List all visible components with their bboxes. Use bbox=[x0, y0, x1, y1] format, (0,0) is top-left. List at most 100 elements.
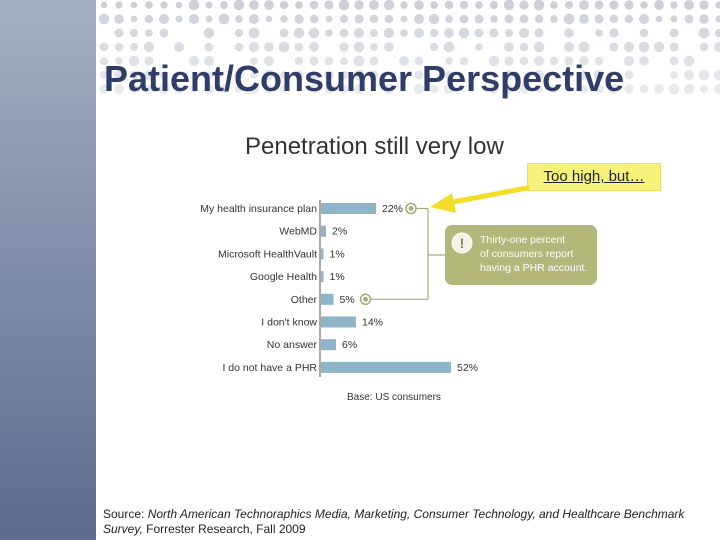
pattern-dot bbox=[324, 84, 334, 94]
pattern-dot bbox=[115, 1, 123, 9]
pattern-dot bbox=[99, 42, 109, 52]
pattern-dot bbox=[114, 42, 124, 52]
pattern-dot bbox=[684, 0, 694, 10]
value-label: 14% bbox=[362, 317, 383, 329]
pattern-dot bbox=[353, 27, 365, 39]
pattern-dot bbox=[339, 42, 349, 52]
pattern-dot bbox=[504, 42, 514, 52]
pattern-dot bbox=[504, 70, 514, 80]
pattern-dot bbox=[714, 84, 720, 94]
pattern-dot bbox=[249, 14, 259, 24]
pattern-dot bbox=[624, 70, 634, 80]
pattern-dot bbox=[188, 0, 200, 11]
pattern-dot bbox=[444, 0, 454, 10]
dot-pattern-decoration bbox=[98, 0, 720, 95]
pattern-dot bbox=[250, 71, 258, 79]
pattern-dot bbox=[218, 13, 230, 25]
pattern-dot bbox=[459, 56, 469, 66]
pattern-dot bbox=[233, 0, 245, 11]
chart-base-label: Base: US consumers bbox=[347, 392, 441, 403]
pattern-dot bbox=[713, 69, 720, 81]
pattern-dot bbox=[280, 85, 288, 93]
pattern-dot bbox=[144, 56, 154, 66]
pattern-dot bbox=[129, 84, 139, 94]
pattern-dot bbox=[474, 14, 484, 24]
pattern-dot bbox=[504, 14, 514, 24]
pattern-dot bbox=[428, 13, 440, 25]
pattern-dot bbox=[429, 28, 439, 38]
pattern-dot bbox=[204, 70, 214, 80]
pattern-dot bbox=[115, 57, 123, 65]
pattern-dot bbox=[144, 14, 154, 24]
slide-title: Patient/Consumer Perspective bbox=[104, 58, 625, 99]
pattern-dot bbox=[594, 56, 604, 66]
pattern-dot bbox=[143, 69, 155, 81]
pattern-dot bbox=[340, 15, 348, 23]
pattern-dot bbox=[489, 28, 499, 38]
pattern-dot bbox=[504, 56, 514, 66]
pattern-dot bbox=[158, 83, 170, 95]
pattern-dot bbox=[535, 85, 543, 93]
pattern-dot bbox=[294, 14, 304, 24]
pattern-dot bbox=[174, 84, 184, 94]
pattern-dot bbox=[249, 0, 259, 10]
pattern-dot bbox=[263, 69, 275, 81]
pattern-dot bbox=[459, 14, 469, 24]
pattern-dot bbox=[669, 56, 679, 66]
arrow-head bbox=[430, 193, 456, 213]
annotation-box: ! Thirty-one percent of consumers report… bbox=[445, 225, 597, 285]
pattern-dot bbox=[204, 42, 214, 52]
pattern-dot bbox=[564, 70, 574, 80]
pattern-dot bbox=[383, 0, 395, 11]
pattern-dot bbox=[384, 14, 394, 24]
pattern-dot bbox=[714, 28, 720, 38]
pattern-dot bbox=[639, 84, 649, 94]
pattern-dot bbox=[158, 13, 170, 25]
pattern-dot bbox=[639, 28, 649, 38]
pattern-dot bbox=[714, 42, 720, 52]
pattern-dot bbox=[670, 1, 678, 9]
pattern-dot bbox=[370, 29, 378, 37]
pattern-dot bbox=[504, 84, 514, 94]
value-label: 2% bbox=[332, 226, 347, 238]
pattern-dot bbox=[414, 56, 424, 66]
bar bbox=[321, 248, 324, 260]
pattern-dot bbox=[683, 83, 695, 95]
marker-dot-other bbox=[363, 296, 368, 302]
pattern-dot bbox=[414, 70, 424, 80]
category-label: Other bbox=[291, 294, 318, 306]
callout-box: Too high, but… bbox=[527, 163, 661, 191]
pattern-dot bbox=[205, 1, 213, 9]
pattern-dot bbox=[369, 14, 379, 24]
category-label: My health insurance plan bbox=[200, 203, 317, 215]
value-label: 1% bbox=[330, 248, 345, 260]
source-suffix: Forrester Research, Fall 2009 bbox=[142, 522, 306, 536]
pattern-dot bbox=[353, 55, 365, 67]
pattern-dot bbox=[353, 41, 365, 53]
pattern-dot bbox=[293, 27, 305, 39]
pattern-dot bbox=[369, 70, 379, 80]
pattern-dot bbox=[174, 42, 184, 52]
pattern-dot bbox=[430, 1, 438, 9]
pattern-dot bbox=[640, 1, 648, 9]
annotation-line-2: of consumers report bbox=[480, 248, 573, 260]
pattern-dot bbox=[114, 14, 124, 24]
pattern-dot bbox=[533, 0, 545, 11]
pattern-dot bbox=[129, 70, 139, 80]
pattern-dot bbox=[204, 84, 214, 94]
pattern-dot bbox=[175, 15, 183, 23]
pattern-dot bbox=[353, 69, 365, 81]
bar bbox=[321, 361, 451, 373]
pattern-dot bbox=[624, 0, 634, 10]
pattern-dot bbox=[490, 15, 498, 23]
pattern-dot bbox=[400, 29, 408, 37]
pattern-dot bbox=[130, 29, 138, 37]
pattern-dot bbox=[309, 84, 319, 94]
pattern-dot bbox=[263, 55, 275, 67]
category-label: WebMD bbox=[279, 226, 317, 238]
pattern-dot bbox=[264, 84, 274, 94]
pattern-dot bbox=[593, 69, 605, 81]
pattern-dot bbox=[578, 41, 590, 53]
slide-subtitle: Penetration still very low bbox=[245, 133, 504, 160]
pattern-dot bbox=[383, 27, 395, 39]
